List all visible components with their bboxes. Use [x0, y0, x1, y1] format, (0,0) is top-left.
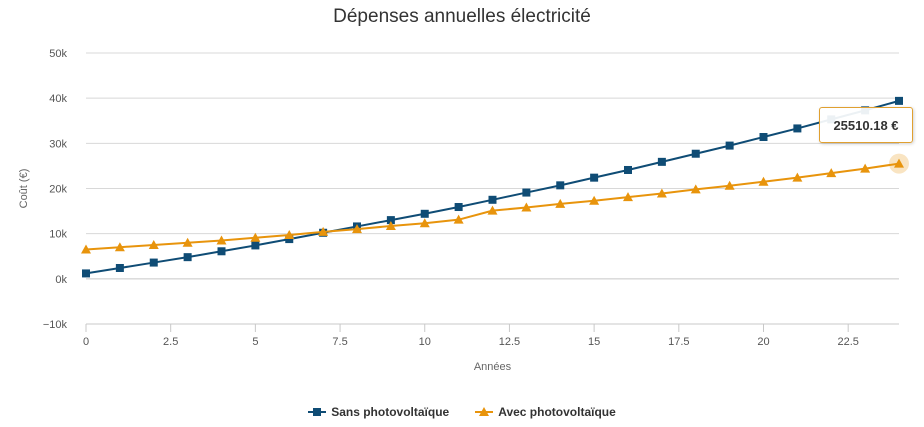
x-axis-title: Années	[474, 361, 512, 373]
data-point[interactable]	[555, 198, 566, 208]
data-point[interactable]	[556, 181, 565, 190]
data-point[interactable]	[860, 163, 871, 173]
x-tick-label: 0	[83, 336, 89, 348]
data-point[interactable]	[521, 202, 532, 212]
x-tick-label: 12.5	[499, 336, 520, 348]
data-point[interactable]	[657, 157, 666, 166]
data-point[interactable]	[183, 253, 192, 262]
data-point[interactable]	[285, 235, 294, 244]
y-axis-title: Coût (€)	[18, 169, 30, 209]
y-tick-label: 40k	[49, 93, 67, 105]
data-point[interactable]	[894, 158, 904, 168]
data-point[interactable]	[590, 173, 599, 182]
x-tick-label: 5	[252, 336, 258, 348]
data-point[interactable]	[182, 237, 193, 247]
data-point[interactable]	[487, 205, 498, 215]
legend-triangle-marker-icon	[475, 407, 494, 417]
x-tick-label: 15	[588, 336, 600, 348]
series-group	[81, 96, 909, 278]
data-point[interactable]	[656, 188, 667, 198]
x-tick-label: 7.5	[332, 336, 347, 348]
data-point[interactable]	[385, 220, 396, 230]
x-tick-label: 20	[757, 336, 769, 348]
data-point[interactable]	[114, 242, 125, 252]
data-point[interactable]	[793, 124, 802, 133]
data-point[interactable]	[217, 247, 226, 256]
data-tooltip: 25510.18 €	[819, 107, 913, 143]
data-point[interactable]	[284, 230, 295, 240]
x-tick-label: 10	[419, 336, 431, 348]
series-line	[85, 99, 900, 275]
data-point[interactable]	[352, 224, 362, 234]
x-tick-label: 17.5	[668, 336, 689, 348]
chart-title: Dépenses annuelles électricité	[333, 6, 591, 27]
data-point[interactable]	[758, 176, 769, 186]
data-point[interactable]	[148, 239, 159, 249]
x-tick-label: 22.5	[837, 336, 858, 348]
y-tick-label: −10k	[43, 319, 68, 331]
data-point[interactable]	[81, 244, 91, 254]
data-point[interactable]	[623, 192, 633, 202]
y-tick-labels: −10k 0k 10k 20k 30k 40k 50k	[43, 48, 68, 331]
y-tick-label: 30k	[49, 138, 67, 150]
legend-label: Avec photovoltaïque	[498, 405, 616, 419]
data-point[interactable]	[624, 165, 632, 174]
data-point[interactable]	[216, 235, 227, 245]
data-point[interactable]	[759, 133, 768, 142]
data-point[interactable]	[690, 184, 701, 194]
legend-square-marker-icon	[308, 407, 327, 417]
data-point[interactable]	[82, 269, 90, 278]
data-point[interactable]	[453, 214, 464, 224]
line-chart[interactable]: −10k 0k 10k 20k 30k 40k 50k 0 2.5 5 7.5 10 12.5 15 17…	[0, 0, 924, 400]
series-0	[82, 96, 903, 278]
y-tick-label: 10k	[49, 229, 67, 241]
data-point[interactable]	[895, 96, 903, 105]
y-tick-label: 20k	[49, 184, 67, 196]
data-point[interactable]	[522, 188, 531, 197]
data-point[interactable]	[420, 209, 429, 218]
data-point[interactable]	[250, 232, 261, 242]
y-tick-label: 50k	[49, 48, 67, 60]
data-point[interactable]	[488, 195, 497, 204]
data-point[interactable]	[386, 216, 395, 225]
y-tick-label: 0k	[55, 274, 67, 286]
x-tick-label: 2.5	[163, 336, 178, 348]
data-point[interactable]	[419, 218, 430, 228]
legend-label: Sans photovoltaïque	[331, 405, 450, 419]
data-point[interactable]	[318, 226, 329, 236]
data-point[interactable]	[691, 149, 700, 158]
data-point[interactable]	[725, 141, 734, 150]
x-axis: 0 2.5 5 7.5 10 12.5 15 17.5 20 22.5	[83, 323, 899, 348]
data-point[interactable]	[792, 172, 803, 182]
data-point[interactable]	[454, 203, 463, 212]
data-point[interactable]	[115, 263, 124, 272]
legend-item-sans-photovoltaique[interactable]: Sans photovoltaïque	[308, 405, 449, 419]
series-1	[81, 153, 909, 254]
data-point[interactable]	[724, 180, 735, 190]
data-point[interactable]	[826, 168, 837, 178]
legend: Sans photovoltaïque Avec photovoltaïque	[0, 405, 924, 419]
data-point[interactable]	[251, 241, 260, 250]
data-point[interactable]	[589, 195, 600, 205]
grid-lines	[86, 52, 899, 325]
legend-item-avec-photovoltaique[interactable]: Avec photovoltaïque	[475, 405, 616, 419]
data-point[interactable]	[149, 258, 158, 267]
